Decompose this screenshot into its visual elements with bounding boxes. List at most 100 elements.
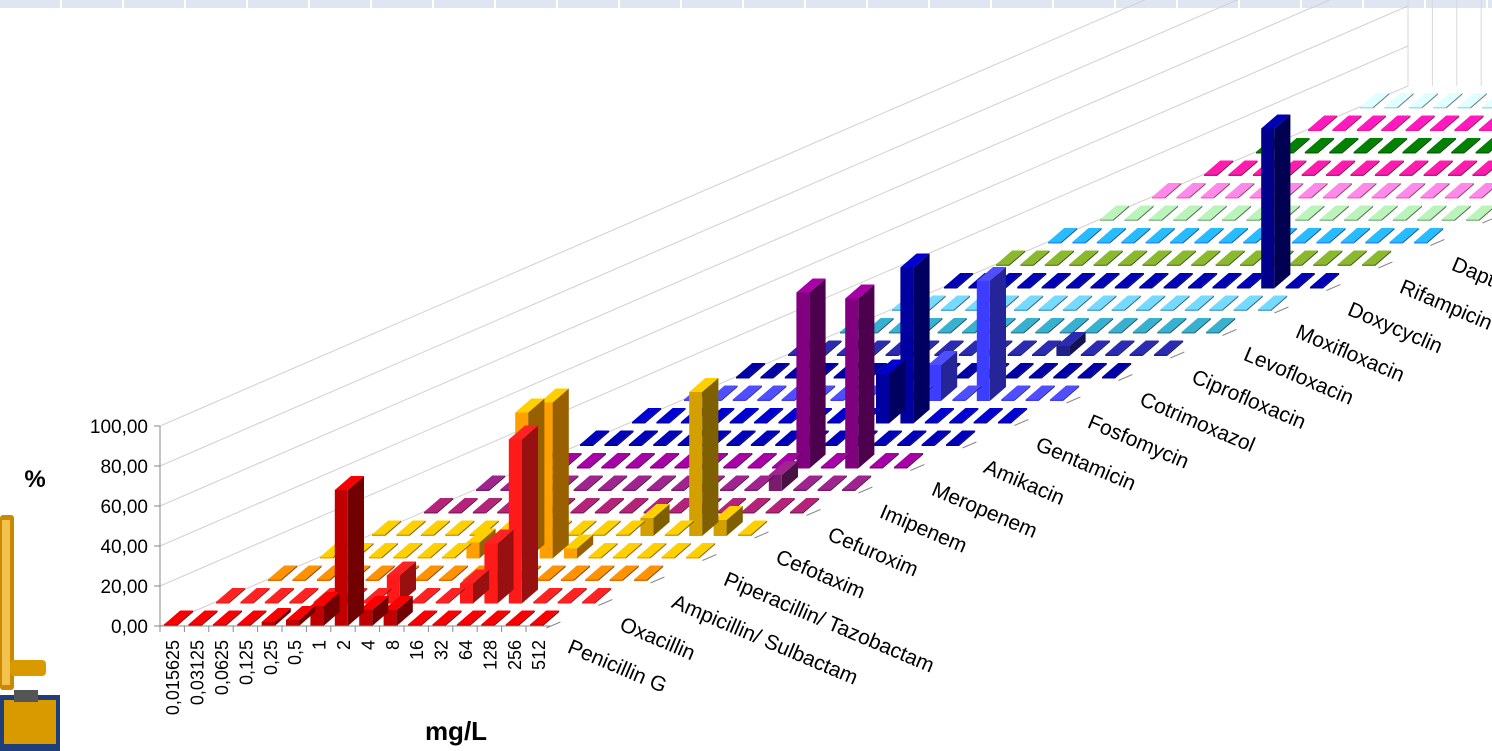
bar (612, 542, 642, 559)
bar (653, 430, 683, 446)
bar (1233, 295, 1263, 311)
bar (1451, 137, 1481, 154)
bar (998, 407, 1028, 424)
bar (1222, 205, 1252, 221)
bar (609, 565, 639, 581)
bar (1329, 137, 1359, 154)
x-tick-label: 2 (334, 640, 354, 650)
bar (750, 430, 780, 446)
bar (1004, 362, 1034, 379)
bar (1020, 250, 1050, 266)
bar (164, 610, 194, 626)
bar (564, 534, 594, 559)
bar (723, 452, 753, 469)
gridline (159, 5, 1409, 547)
bar (869, 452, 899, 469)
bar (1176, 182, 1206, 199)
bar (1225, 182, 1255, 199)
depth-tick (1326, 284, 1341, 291)
bar (573, 475, 603, 491)
bar (1145, 227, 1175, 244)
bar (1319, 205, 1349, 221)
bar (1017, 272, 1047, 289)
bar (386, 561, 416, 604)
depth-tick (1170, 351, 1185, 359)
bar (1215, 250, 1245, 266)
bar (1056, 331, 1086, 356)
bar (1258, 295, 1288, 311)
bar (689, 377, 719, 536)
bar (1129, 340, 1159, 356)
bar (1212, 272, 1242, 289)
bar (1310, 272, 1340, 289)
x-tick-label: 0,03125 (188, 640, 208, 705)
bar (1160, 295, 1190, 311)
bar (417, 542, 447, 559)
bar (1072, 227, 1102, 244)
bar (1170, 227, 1200, 244)
bar (732, 385, 762, 401)
bar (414, 565, 444, 581)
bar (1204, 160, 1234, 176)
bar (928, 350, 958, 401)
bar (1332, 115, 1362, 131)
bar (408, 610, 438, 626)
bar (481, 610, 511, 626)
depth-tick (702, 554, 717, 561)
bar (557, 587, 587, 604)
bar (1236, 272, 1266, 289)
bar (1157, 317, 1187, 334)
bar (1316, 227, 1346, 244)
window-top-strip (0, 0, 1492, 8)
bar (625, 452, 655, 469)
bar (616, 520, 646, 536)
bar (456, 610, 486, 626)
bar (1181, 317, 1211, 334)
microscope-image (0, 515, 60, 751)
bar (365, 565, 395, 581)
bar (1188, 272, 1218, 289)
bar (1301, 160, 1331, 176)
bar (212, 610, 242, 626)
bar (1353, 137, 1383, 154)
gridline (159, 0, 1146, 427)
bar (580, 430, 610, 446)
bar (1038, 295, 1068, 311)
bar (560, 565, 590, 581)
bar (472, 497, 502, 514)
series-label: Oxacillin (616, 613, 698, 665)
bar (937, 317, 967, 334)
bar (1059, 317, 1089, 334)
bar (237, 610, 267, 626)
bar (622, 475, 652, 491)
bar (1482, 98, 1492, 109)
bar (1362, 250, 1392, 266)
bar (582, 587, 612, 604)
bar (411, 587, 441, 604)
bar (1408, 92, 1438, 109)
bar (894, 452, 924, 469)
bar (442, 542, 472, 559)
bar (604, 430, 634, 446)
bar (1093, 250, 1123, 266)
depth-tick (1378, 261, 1393, 269)
bar (1108, 317, 1138, 334)
bar (872, 430, 902, 446)
bar (650, 452, 680, 469)
bar (845, 284, 875, 469)
bar (424, 497, 454, 514)
bar (1356, 115, 1386, 131)
bar (1304, 137, 1334, 154)
chart-bars (164, 92, 1492, 626)
bar (946, 430, 976, 446)
bar (634, 565, 664, 581)
bar (1340, 227, 1370, 244)
y-tick-label: 0,00 (111, 617, 148, 638)
bar (372, 520, 402, 536)
bar (533, 587, 563, 604)
bar (1298, 182, 1328, 199)
bar (1392, 205, 1422, 221)
depth-tick (754, 531, 769, 539)
bar (1448, 160, 1478, 176)
depth-tick (1274, 306, 1289, 314)
